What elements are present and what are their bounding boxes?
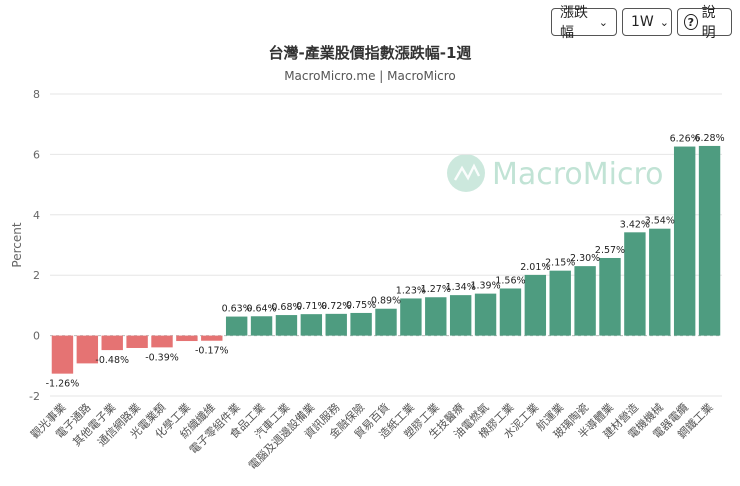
help-button-label: 說明 (701, 5, 716, 41)
chevron-down-icon: ⌄ (659, 15, 669, 29)
period-select[interactable]: 1W ⌄ (622, 8, 672, 36)
y-tick-label: -2 (29, 390, 40, 403)
y-tick-label: 8 (33, 88, 40, 101)
y-axis-label: Percent (10, 222, 24, 267)
chevron-down-icon: ⌄ (598, 15, 608, 29)
bar[interactable] (549, 270, 571, 336)
bar[interactable] (673, 146, 696, 336)
bar[interactable] (599, 257, 621, 336)
data-label: 0.71% (296, 301, 326, 312)
data-label: 2.01% (520, 262, 550, 273)
data-label: 3.54% (645, 216, 675, 227)
metric-select-value: 漲跌幅 (560, 5, 588, 41)
bar[interactable] (300, 314, 323, 336)
data-labels: -1.26%-0.48% -0.39%-0.17%0.63%0.64%0.68%0… (46, 133, 725, 390)
data-label: -0.17% (195, 346, 229, 357)
y-axis-ticks: -2 0 2 4 6 8 (29, 88, 40, 403)
metric-select[interactable]: 漲跌幅 ⌄ (551, 5, 617, 41)
bar[interactable] (499, 288, 522, 336)
data-label: 1.39% (470, 281, 500, 292)
bar[interactable] (425, 297, 447, 336)
bar[interactable] (325, 313, 347, 336)
bar[interactable] (474, 293, 497, 336)
data-label: 1.34% (446, 282, 476, 293)
question-icon: ? (684, 14, 698, 30)
watermark-text: MacroMicro (492, 157, 664, 192)
bar[interactable] (126, 335, 148, 348)
watermark-logo-mark (453, 163, 481, 181)
y-tick-label: 0 (33, 330, 40, 343)
data-label: 1.56% (495, 275, 525, 286)
data-label: 1.23% (396, 285, 426, 296)
help-button[interactable]: ? 說明 (677, 5, 732, 41)
data-label: 1.27% (421, 284, 451, 295)
data-label: -1.26% (46, 379, 80, 390)
y-tick-label: 4 (33, 209, 40, 222)
chart-title: 台灣-產業股價指數漲跌幅-1週 (269, 44, 472, 62)
data-label: 0.72% (321, 301, 351, 312)
bar[interactable] (275, 315, 298, 336)
bar[interactable] (101, 335, 123, 351)
bar[interactable] (698, 145, 721, 336)
watermark: MacroMicro (447, 154, 664, 192)
bar[interactable] (225, 316, 248, 336)
bar[interactable] (649, 228, 671, 336)
chart-subtitle: MacroMicro.me | MacroMicro (284, 69, 456, 83)
bar[interactable] (350, 312, 372, 336)
data-label: 2.15% (545, 258, 575, 269)
data-label: -0.39% (145, 352, 179, 363)
x-axis-ticks: 觀光事業電子通路其他電子業通信網路業光電業類化學工業紡織纖維電子零組件業食品工業… (28, 400, 716, 472)
bar[interactable] (375, 308, 397, 336)
bar[interactable] (400, 298, 422, 336)
data-label: 3.42% (620, 219, 650, 230)
data-label: 0.75% (346, 300, 376, 311)
bar[interactable] (201, 335, 223, 341)
bar-series (51, 145, 721, 374)
data-label: 6.26% (670, 134, 700, 145)
period-select-value: 1W (631, 14, 654, 30)
bar[interactable] (151, 335, 173, 348)
bar[interactable] (76, 335, 99, 364)
data-label: 0.63% (222, 304, 252, 315)
y-tick-label: 2 (33, 269, 40, 282)
bar[interactable] (449, 295, 472, 336)
bar[interactable] (624, 232, 646, 336)
data-label: 0.89% (371, 296, 401, 307)
y-tick-label: 6 (33, 148, 40, 161)
bar[interactable] (574, 266, 596, 336)
data-label: 6.28% (694, 133, 724, 144)
data-label: 0.68% (271, 302, 301, 313)
bar[interactable] (176, 335, 198, 342)
bar[interactable] (524, 274, 547, 336)
data-label: 2.30% (570, 253, 600, 264)
data-label: 2.57% (595, 245, 625, 256)
data-label: -0.48% (95, 355, 129, 366)
bar[interactable] (51, 335, 74, 374)
data-label: 0.64% (246, 303, 276, 314)
bar[interactable] (250, 316, 273, 336)
